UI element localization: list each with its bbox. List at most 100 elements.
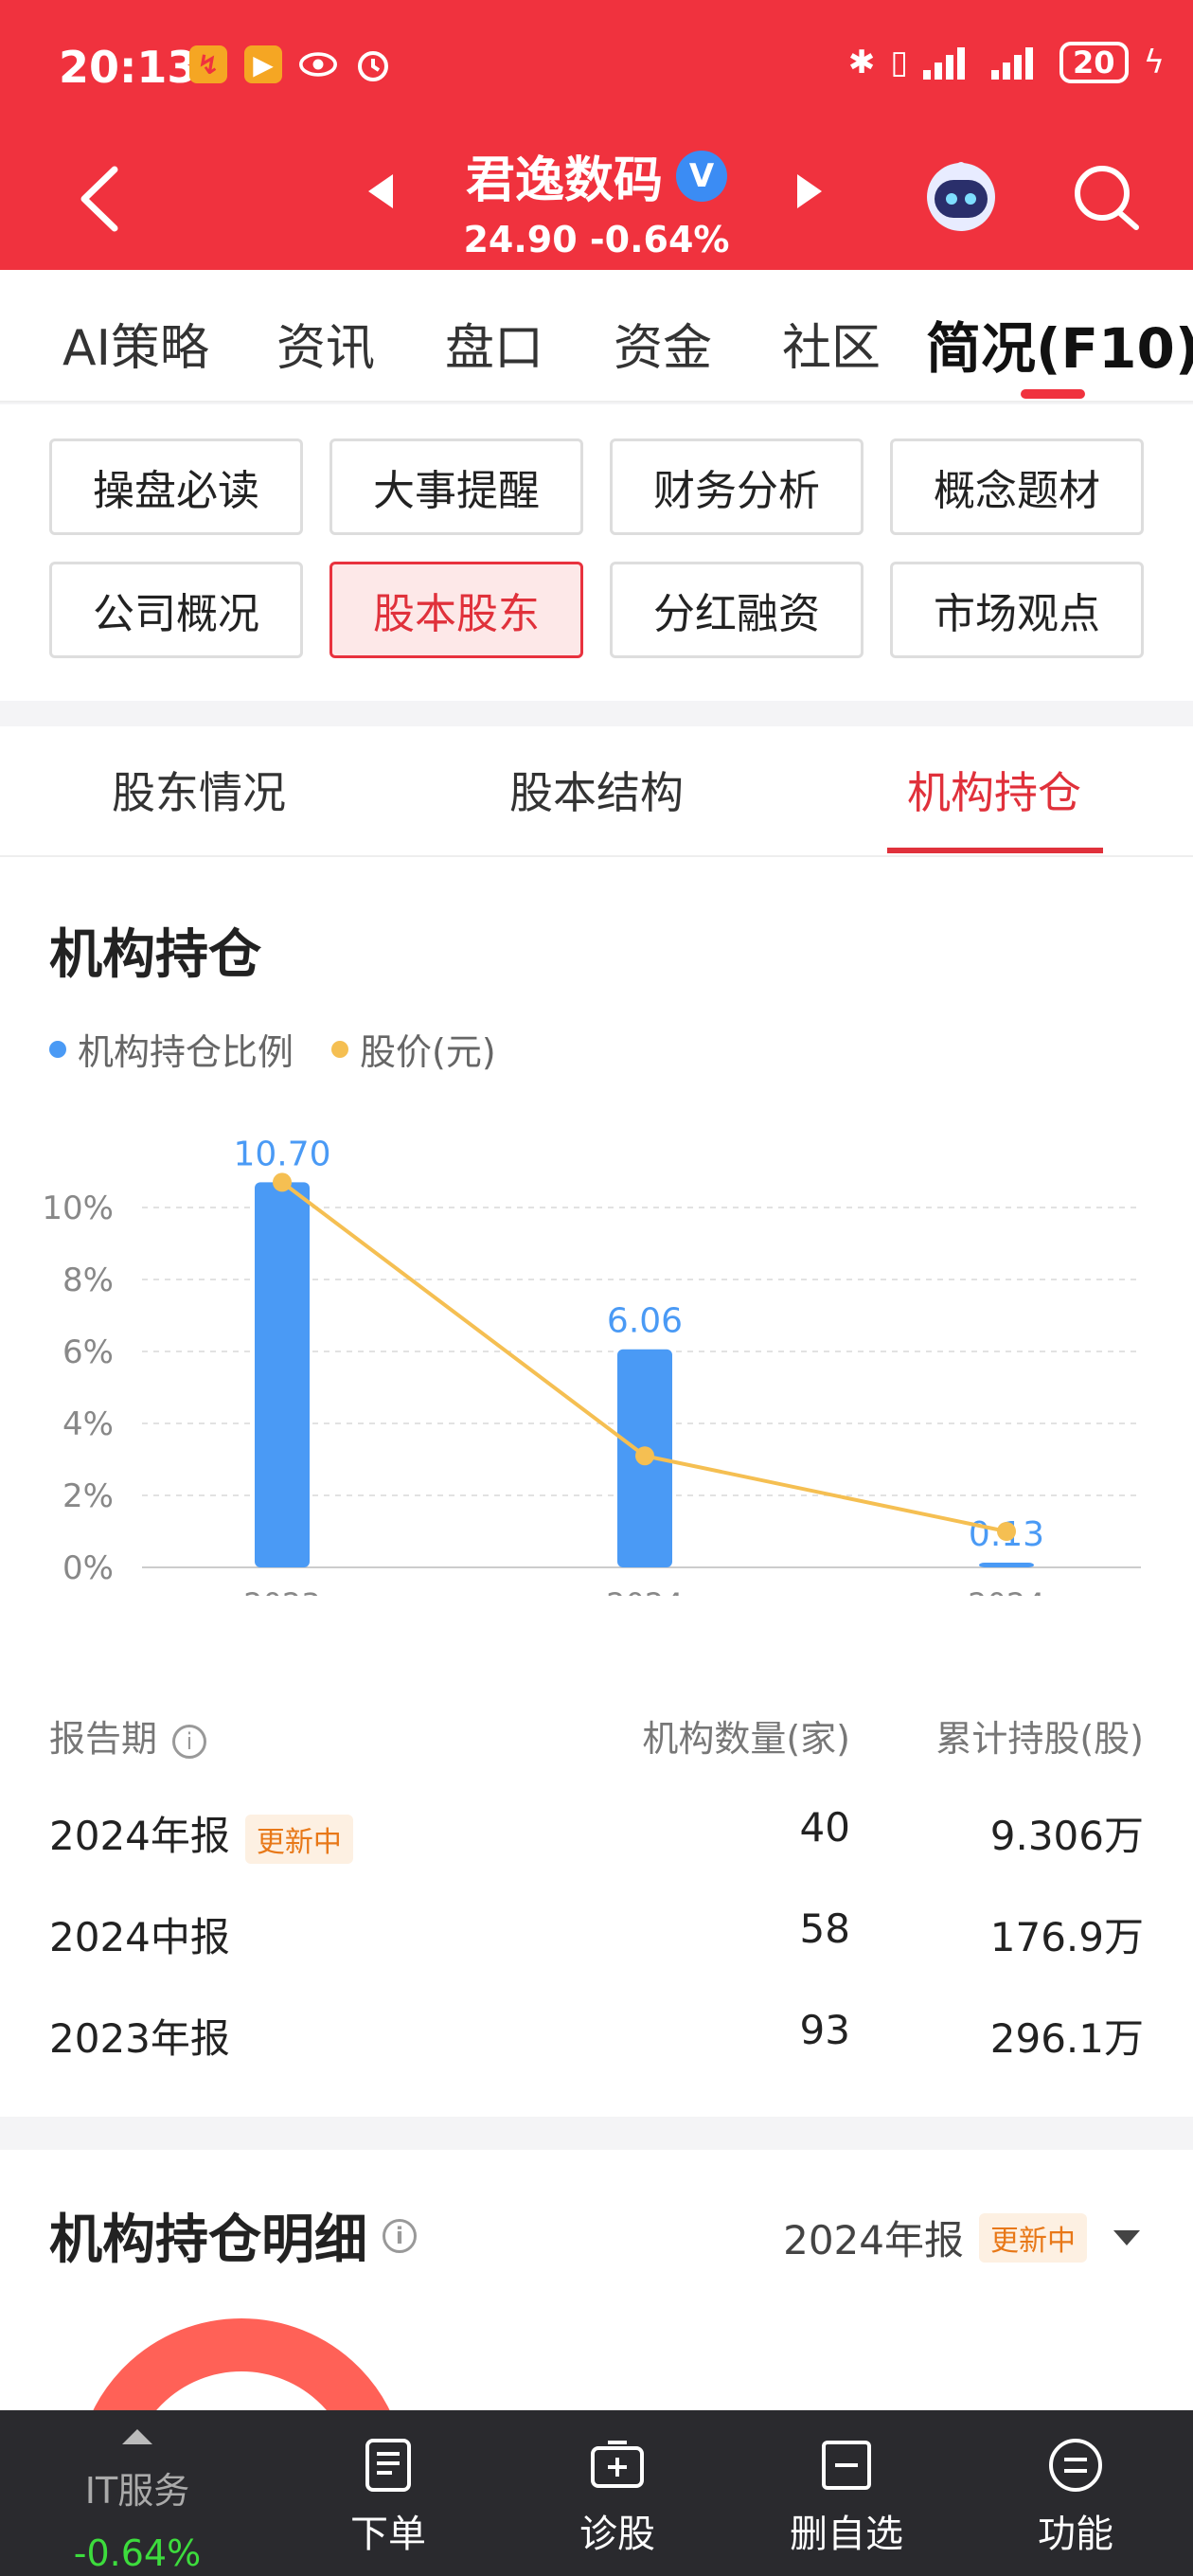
minus-square-icon: [822, 2441, 871, 2490]
stock-name: 君逸数码: [465, 152, 663, 209]
th-period-wrap: 报告期 i: [49, 1709, 207, 1762]
app-header: 20:13 ↯ ▶ ✱ ▯ 20 ϟ: [0, 0, 1193, 270]
row-shares: 9.306万: [989, 1813, 1144, 1859]
x-tick-label: 2024: [606, 1586, 683, 1596]
y-tick-label: 0%: [62, 1549, 114, 1587]
signal-icon-2: [991, 47, 1034, 80]
legend-item-ratio: 机构持仓比例: [49, 1023, 294, 1075]
period-selected: 2024年报: [783, 2217, 964, 2263]
y-tick-label: 8%: [62, 1261, 114, 1299]
tab-ai-strategy[interactable]: AI策略: [62, 320, 209, 377]
y-tick-label: 6%: [62, 1333, 114, 1371]
bar: [979, 1563, 1034, 1567]
legend-dot-yellow: [331, 1040, 349, 1058]
legend-label-price: 股价(元): [360, 1031, 496, 1073]
subbtn-shareholders[interactable]: 股本股东: [329, 562, 583, 658]
info-icon[interactable]: i: [172, 1724, 207, 1759]
back-button[interactable]: [66, 161, 133, 237]
functions-label: 功能: [1038, 2513, 1113, 2556]
caret-down-icon: [1113, 2229, 1140, 2245]
status-bar: 20:13 ↯ ▶ ✱ ▯ 20 ϟ: [0, 0, 1193, 133]
price-point: [635, 1446, 654, 1466]
subbtn-concepts[interactable]: 概念题材: [890, 438, 1144, 535]
search-icon: [1075, 166, 1139, 230]
prev-stock-button[interactable]: [365, 172, 397, 214]
row-period: 2023年报: [49, 2015, 230, 2062]
institutional-holdings-panel: 机构持仓 机构持仓比例 股价(元) 0% 2% 4% 6% 8% 10% 10.70 6.06…: [0, 857, 1193, 2117]
stock-quote: 24.90 -0.64%: [398, 219, 795, 260]
th-count: 机构数量(家): [642, 1718, 850, 1760]
th-period: 报告期: [49, 1718, 158, 1760]
bar-value-label: 6.06: [607, 1302, 683, 1341]
subbtn-financials[interactable]: 财务分析: [610, 438, 864, 535]
bottom-bar: IT服务 -0.64% 下单 诊股 删自选 功能: [0, 2410, 1193, 2576]
menu-circle-icon: [1049, 2439, 1102, 2492]
row-period: 2024中报: [49, 1914, 230, 1960]
tab-orderbook[interactable]: 盘口: [445, 320, 544, 377]
status-time: 20:13: [59, 42, 198, 93]
detail-title-wrap: 机构持仓明细 i: [49, 2197, 417, 2274]
order-label: 下单: [350, 2513, 426, 2556]
ai-assistant-button[interactable]: [923, 159, 999, 235]
subbtn-trading-guide[interactable]: 操盘必读: [49, 438, 303, 535]
tab-f10-profile[interactable]: 简况(F10): [926, 316, 1193, 381]
holdings-chart: 0%2%4%6%8%10%10.706.060.132023年报2024中报20…: [42, 1135, 1141, 1596]
panel-title: 机构持仓: [49, 924, 261, 986]
y-tick-label: 2%: [62, 1477, 114, 1515]
tab-news[interactable]: 资讯: [276, 320, 376, 377]
subbtn-events[interactable]: 大事提醒: [329, 438, 583, 535]
functions-button[interactable]: 功能: [981, 2437, 1170, 2558]
tab-capital[interactable]: 资金: [614, 320, 713, 377]
battery-level: 20: [1059, 42, 1129, 83]
subtab-institutional[interactable]: 机构持仓: [907, 767, 1081, 818]
tab-community[interactable]: 社区: [782, 320, 881, 377]
x-tick-label: 2024: [968, 1586, 1044, 1596]
price-point: [273, 1172, 292, 1192]
order-button[interactable]: 下单: [294, 2437, 483, 2558]
remove-watchlist-button[interactable]: 删自选: [752, 2437, 941, 2558]
charging-icon: ϟ: [1143, 44, 1165, 81]
video-app-icon: ▶: [244, 45, 282, 83]
row-count: 93: [799, 2007, 850, 2053]
sector-change: -0.64%: [73, 2532, 202, 2574]
subbtn-dividends[interactable]: 分红融资: [610, 562, 864, 658]
verified-icon: V: [676, 150, 727, 202]
triangle-up-icon: [122, 2429, 152, 2444]
row-count: 40: [799, 1804, 850, 1851]
active-subtab-indicator: [887, 848, 1103, 853]
updating-badge: 更新中: [244, 1814, 353, 1864]
sector-widget[interactable]: IT服务 -0.64%: [38, 2429, 237, 2574]
subtab-share-structure[interactable]: 股本结构: [509, 767, 684, 818]
search-button[interactable]: [1070, 161, 1142, 233]
row-shares: 176.9万: [989, 1914, 1144, 1960]
sub-button-grid: 操盘必读 大事提醒 财务分析 概念题材 公司概况 股本股东 分红融资 市场观点: [0, 404, 1193, 701]
diagnose-button[interactable]: 诊股: [523, 2437, 712, 2558]
alarm-icon: [354, 45, 392, 83]
active-tab-indicator: [1021, 389, 1085, 399]
period-dropdown[interactable]: 2024年报 更新中: [783, 2209, 1140, 2266]
vibrate-icon: ▯: [890, 44, 909, 81]
notification-app-icon: ↯: [189, 45, 227, 83]
bar: [255, 1182, 310, 1567]
bar-value-label: 10.70: [233, 1135, 330, 1173]
detail-info-icon[interactable]: i: [383, 2218, 417, 2253]
y-tick-label: 4%: [62, 1405, 114, 1443]
subbtn-company-overview[interactable]: 公司概况: [49, 562, 303, 658]
main-tabs: AI策略 资讯 盘口 资金 社区 简况(F10): [0, 270, 1193, 402]
stock-price: 24.90: [463, 219, 578, 260]
stock-change: -0.64%: [589, 219, 730, 260]
row-shares: 296.1万: [989, 2015, 1144, 2062]
next-stock-button[interactable]: [793, 172, 826, 214]
legend-item-price: 股价(元): [331, 1023, 496, 1075]
stock-nav: 君逸数码 V 24.90 -0.64%: [0, 133, 1193, 270]
row-period: 2024年报: [49, 1813, 230, 1859]
detail-updating-badge: 更新中: [979, 2212, 1087, 2263]
triangle-right-icon: [797, 174, 822, 208]
y-tick-label: 10%: [42, 1190, 114, 1227]
subbtn-market-views[interactable]: 市场观点: [890, 562, 1144, 658]
subtab-shareholders[interactable]: 股东情况: [112, 767, 286, 818]
detail-title: 机构持仓明细: [49, 2209, 367, 2271]
legend-dot-blue: [49, 1040, 66, 1058]
triangle-left-icon: [368, 174, 393, 208]
price-point: [997, 1522, 1016, 1541]
